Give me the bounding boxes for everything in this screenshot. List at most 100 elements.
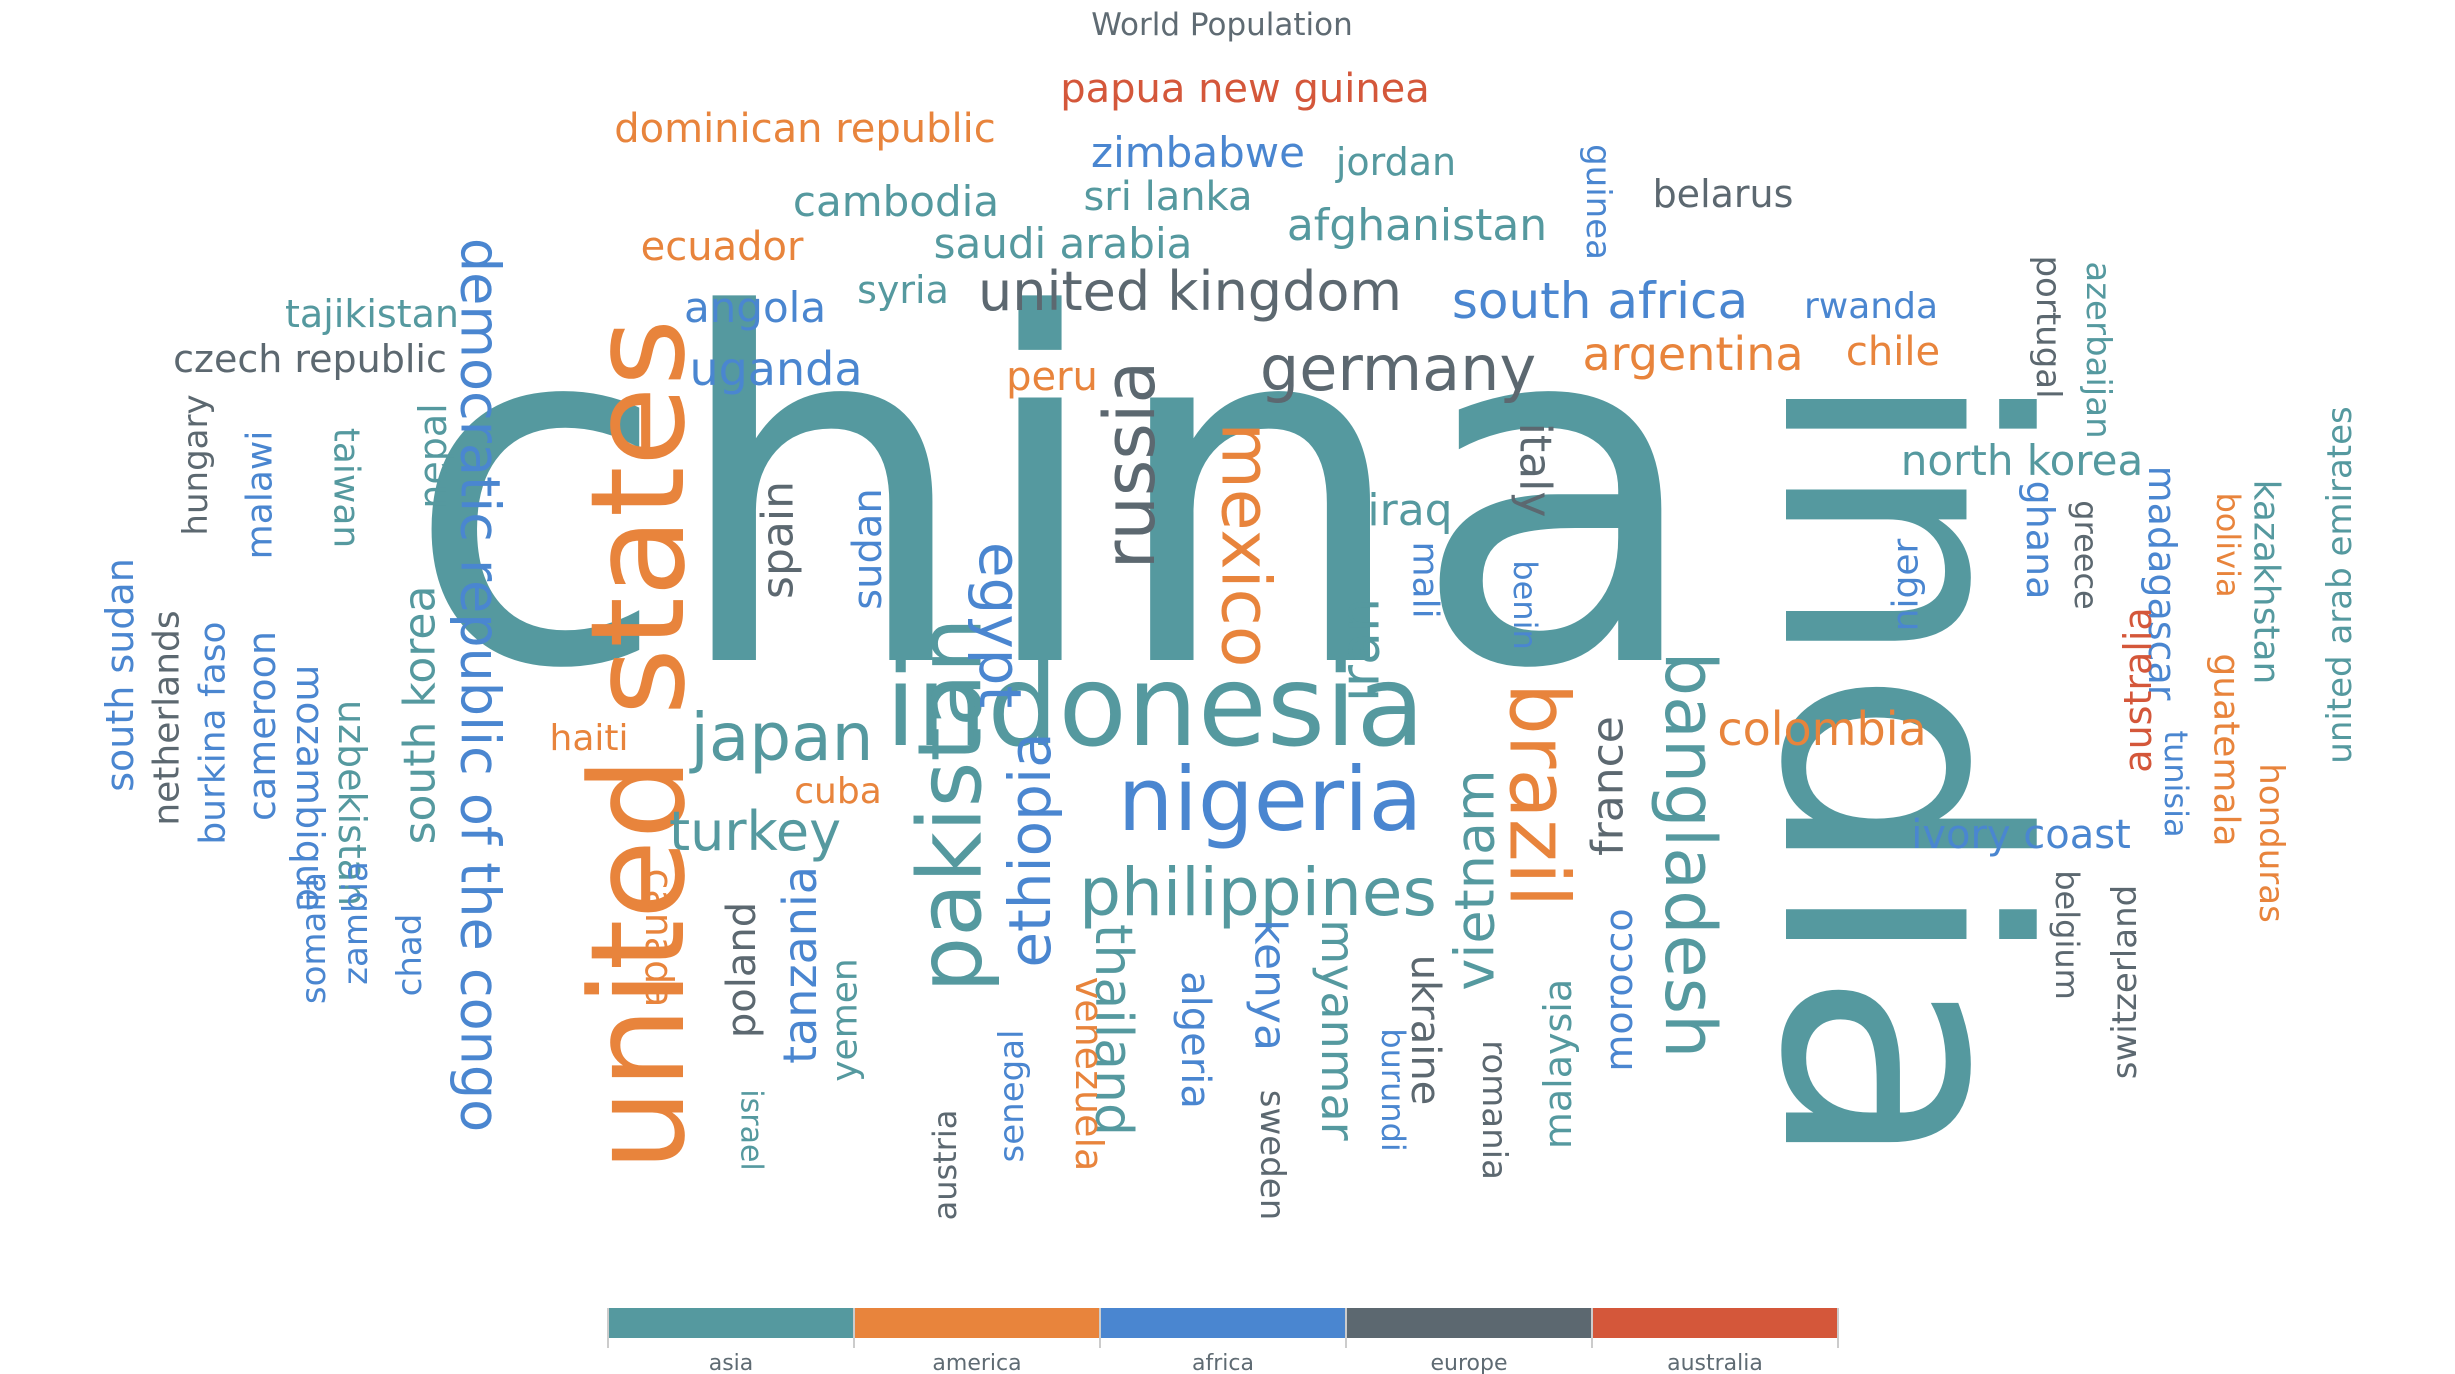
legend-label-asia: asia <box>709 1351 754 1374</box>
word-morocco: morocco <box>1597 908 1641 1071</box>
word-mali: mali <box>1405 541 1446 618</box>
word-burkina-faso: burkina faso <box>193 621 234 844</box>
word-iraq: iraq <box>1367 485 1452 536</box>
word-ethiopia: ethiopia <box>996 732 1064 967</box>
word-germany: germany <box>1260 332 1536 405</box>
word-papua-new-guinea: papua new guinea <box>1060 66 1430 112</box>
word-ecuador: ecuador <box>641 224 804 270</box>
word-ukraine: ukraine <box>1402 955 1448 1106</box>
word-malaysia: malaysia <box>1536 979 1580 1149</box>
word-indonesia: indonesia <box>885 642 1425 772</box>
word-democratic-republic-of-the-congo: democratic republic of the congo <box>449 238 512 1132</box>
legend-label-europe: europe <box>1431 1351 1508 1374</box>
word-niger: niger <box>1886 538 1927 631</box>
word-venezuela: venezuela <box>1067 977 1111 1172</box>
word-sweden: sweden <box>1252 1090 1292 1221</box>
word-brazil: brazil <box>1491 683 1586 908</box>
word-malawi: malawi <box>240 431 281 560</box>
word-cuba: cuba <box>794 771 882 812</box>
word-pakistan: pakistan <box>899 617 1002 992</box>
word-somalia: somalia <box>294 872 334 1004</box>
word-chad: chad <box>390 914 430 997</box>
word-philippines: philippines <box>1079 854 1437 931</box>
word-kazakhstan: kazakhstan <box>2246 480 2287 685</box>
word-thailand: thailand <box>1083 924 1143 1136</box>
word-switzerland: switzerland <box>2105 885 2145 1079</box>
word-uzbekistan: uzbekistan <box>330 700 374 906</box>
word-chile: chile <box>1846 329 1940 375</box>
word-australia: australia <box>2116 607 2160 772</box>
chart-title: World Population <box>1091 7 1353 43</box>
word-saudi-arabia: saudi arabia <box>934 219 1193 268</box>
word-colombia: colombia <box>1717 702 1926 756</box>
word-ghana: ghana <box>2018 481 2062 600</box>
word-nepal: nepal <box>411 403 455 508</box>
word-sudan: sudan <box>845 488 891 609</box>
word-myanmar: myanmar <box>1311 919 1365 1140</box>
word-taiwan: taiwan <box>326 428 367 549</box>
word-czech-republic: czech republic <box>173 337 447 381</box>
word-austria: austria <box>926 1110 964 1221</box>
word-russia: russia <box>1089 361 1171 569</box>
legend-swatch-australia <box>1592 1308 1838 1338</box>
word-netherlands: netherlands <box>147 610 188 825</box>
word-dominican-republic: dominican republic <box>614 106 996 152</box>
word-cambodia: cambodia <box>793 177 999 226</box>
word-israel: israel <box>734 1089 769 1170</box>
word-angola: angola <box>684 283 826 332</box>
word-zambia: zambia <box>336 861 376 985</box>
word-senegal: senegal <box>992 1030 1032 1163</box>
word-madagascar: madagascar <box>2140 466 2184 701</box>
word-belarus: belarus <box>1653 172 1794 216</box>
word-united-arab-emirates: united arab emirates <box>2320 406 2360 763</box>
word-poland: poland <box>719 902 765 1038</box>
word-yemen: yemen <box>825 958 866 1082</box>
word-france: france <box>1583 716 1634 856</box>
word-south-sudan: south sudan <box>98 558 142 792</box>
word-tanzania: tanzania <box>773 866 827 1064</box>
legend-label-africa: africa <box>1192 1351 1254 1374</box>
word-belgium: belgium <box>2048 870 2086 1000</box>
word-india: india <box>1708 368 2092 1172</box>
word-peru: peru <box>1006 354 1098 400</box>
word-kenya: kenya <box>1245 919 1296 1051</box>
word-argentina: argentina <box>1582 327 1803 381</box>
word-syria: syria <box>857 268 949 312</box>
word-layer: china india united states indonesiapakistan… <box>98 66 2360 1220</box>
word-burundi: burundi <box>1374 1028 1412 1152</box>
word-spain: spain <box>753 481 804 599</box>
word-south-africa: south africa <box>1452 272 1748 330</box>
legend-label-australia: australia <box>1667 1351 1763 1374</box>
legend-label-america: america <box>932 1351 1021 1374</box>
word-ivory-coast: ivory coast <box>1911 812 2131 858</box>
word-bangladesh: bangladesh <box>1649 652 1731 1059</box>
word-cameroon: cameroon <box>240 631 284 821</box>
word-united-states: united states <box>562 319 714 1172</box>
word-honduras: honduras <box>2251 763 2291 923</box>
word-south-korea: south korea <box>395 586 446 845</box>
word-benin: benin <box>1506 560 1544 649</box>
legend: asia america africa europe australia <box>607 1308 1839 1374</box>
word-italy: italy <box>1510 423 1561 518</box>
word-tajikistan: tajikistan <box>285 292 459 336</box>
word-iran: iran <box>1329 598 1392 703</box>
word-hungary: hungary <box>176 394 216 535</box>
word-canada: canada <box>637 869 681 1008</box>
word-afghanistan: afghanistan <box>1287 200 1547 251</box>
word-mozambique: mozambique <box>288 665 332 912</box>
word-uganda: uganda <box>689 342 862 396</box>
word-algeria: algeria <box>1172 971 1218 1109</box>
word-united-kingdom: united kingdom <box>978 260 1402 323</box>
word-tunisia: tunisia <box>2157 730 2195 837</box>
word-romania: romania <box>1474 1040 1514 1180</box>
word-nigeria: nigeria <box>1118 748 1423 851</box>
word-sri-lanka: sri lanka <box>1083 174 1252 220</box>
word-azerbaijan: azerbaijan <box>2078 261 2118 438</box>
word-jordan: jordan <box>1335 140 1456 184</box>
word-north-korea: north korea <box>1901 436 2143 485</box>
word-portugal: portugal <box>2028 255 2068 398</box>
word-bolivia: bolivia <box>2209 492 2247 597</box>
word-guatemala: guatemala <box>2206 653 2247 846</box>
word-japan: japan <box>689 699 874 776</box>
